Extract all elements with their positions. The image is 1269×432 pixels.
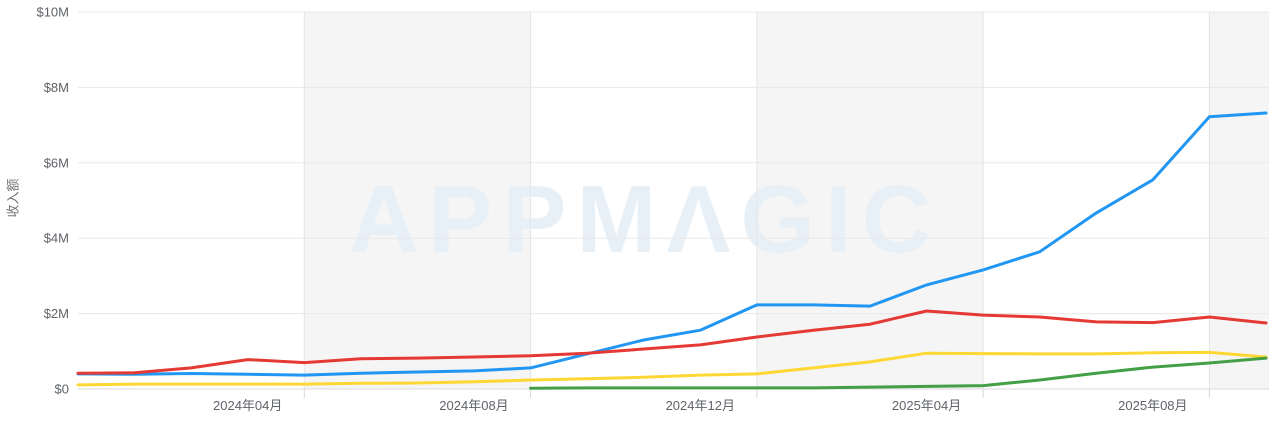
series-line-red [76, 309, 1268, 375]
plot-band [1209, 12, 1269, 389]
x-axis-tick-label: 2024年04月 [213, 398, 282, 413]
plot-band [304, 12, 531, 389]
y-axis-tick-label: $4M [44, 231, 69, 246]
series-line-green [529, 356, 1268, 390]
y-axis-tick-label: $0 [55, 382, 69, 397]
x-axis-tick-label: 2024年12月 [666, 398, 735, 413]
appmagic-watermark: APPMΛGIC [349, 166, 941, 273]
x-axis-tick-label: 2024年08月 [439, 398, 508, 413]
y-axis-tick-label: $10M [36, 5, 69, 20]
x-axis-tick-label: 2025年04月 [892, 398, 961, 413]
y-axis-tick-label: $2M [44, 306, 69, 321]
series-line-yellow [76, 350, 1268, 387]
y-axis-tick-label: $8M [44, 80, 69, 95]
x-axis-tick-label: 2025年08月 [1118, 398, 1187, 413]
plot-band [756, 12, 984, 389]
y-axis-tick-label: $6M [44, 155, 69, 170]
series-line-blue [76, 111, 1268, 377]
